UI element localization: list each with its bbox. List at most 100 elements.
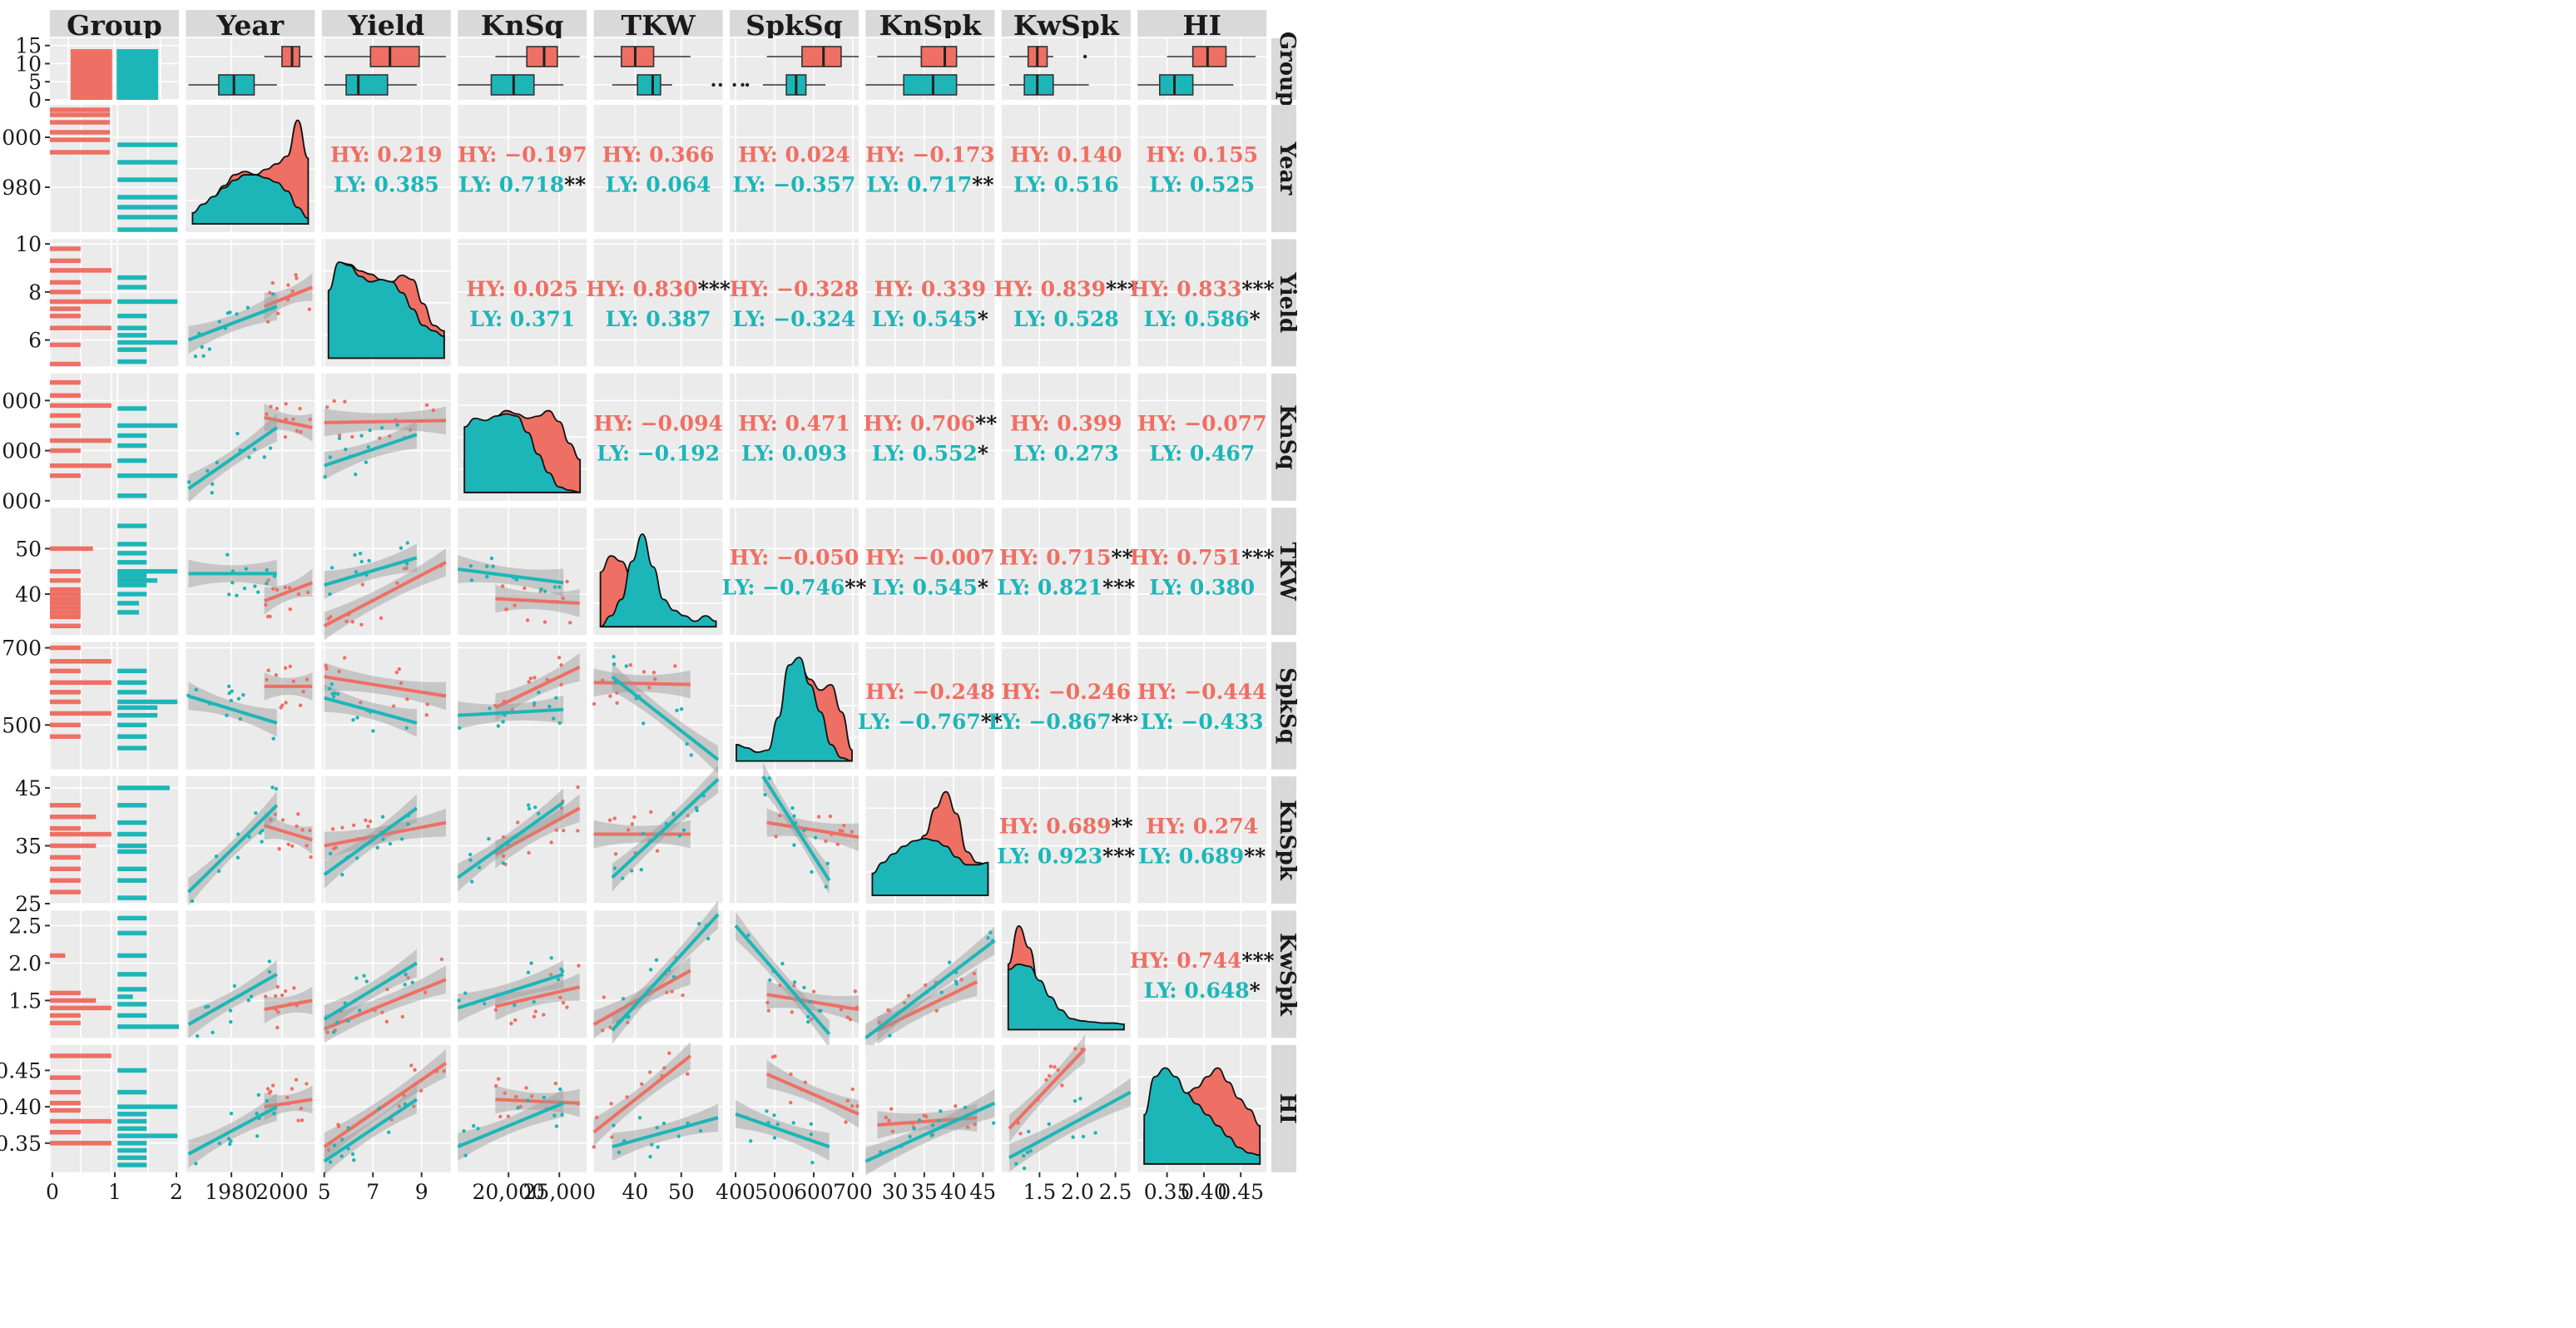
- x-tick-label: 35: [911, 1180, 938, 1204]
- panel-knsq-yield: [321, 373, 451, 502]
- data-point-hy: [295, 276, 299, 280]
- data-point-ly: [532, 999, 536, 1004]
- hist-bar-ly: [117, 551, 147, 556]
- hist-bar-hy: [50, 403, 111, 409]
- data-point-ly: [696, 922, 701, 926]
- data-point-ly: [689, 753, 693, 757]
- hist-bar-hy: [50, 803, 81, 808]
- data-point-hy: [504, 607, 509, 612]
- panel-tkw-group: [49, 508, 180, 636]
- data-point-ly: [792, 980, 797, 984]
- hist-bar-hy: [50, 855, 81, 860]
- data-point-hy: [642, 670, 646, 674]
- hist-bar-hy: [50, 112, 110, 117]
- regression-line-ly: [187, 694, 278, 725]
- data-point-hy: [360, 582, 364, 587]
- data-point-hy: [275, 1025, 280, 1030]
- hist-bar-ly: [117, 668, 147, 674]
- data-point-ly: [491, 564, 495, 568]
- corr-background: [730, 105, 859, 232]
- data-point-hy: [269, 404, 273, 409]
- data-point-hy: [848, 1017, 853, 1022]
- panel-kwspk-yield: [321, 910, 451, 1043]
- data-point-hy: [613, 852, 618, 856]
- scatter-background: [186, 1044, 315, 1172]
- data-point-ly: [260, 840, 264, 844]
- data-point-hy: [506, 1114, 511, 1118]
- top-strip-knspk: [865, 10, 995, 37]
- panel-group-tkw: [593, 38, 723, 100]
- panel-kwspk-hi: HY: 0.744*** LY: 0.648*: [1130, 910, 1275, 1038]
- hist-bar-hy: [50, 379, 81, 385]
- hist-background: [50, 776, 179, 904]
- data-point-hy: [493, 1008, 498, 1012]
- corr-value-ly: LY: 0.093: [741, 441, 847, 465]
- scatter-background: [321, 776, 451, 904]
- scatter-background: [186, 776, 315, 904]
- hist-bar-hy: [50, 1107, 81, 1113]
- data-point-hy: [610, 1135, 614, 1139]
- x-tick-label: 0: [46, 1180, 59, 1204]
- data-point-ly: [265, 1098, 270, 1103]
- corr-background: [1137, 910, 1267, 1038]
- data-point-hy: [1056, 1068, 1060, 1073]
- data-point-ly: [207, 347, 212, 351]
- data-point-ly: [358, 552, 363, 556]
- data-point-ly: [381, 837, 385, 841]
- data-point-hy: [268, 614, 272, 619]
- data-point-ly: [405, 541, 409, 545]
- panel-group-kwspk: [1001, 38, 1131, 100]
- data-point-hy: [789, 1100, 793, 1105]
- data-point-ly: [991, 1121, 996, 1125]
- corr-background: [865, 508, 995, 636]
- regression-line-ly: [734, 924, 831, 1036]
- corr-hy-tkw-hi: HY: 0.751***: [1130, 546, 1275, 570]
- regression-line-hy: [495, 1098, 580, 1105]
- data-point-hy: [395, 581, 399, 586]
- data-point-hy: [287, 586, 292, 590]
- data-point-ly: [554, 696, 558, 700]
- x-tick-label: 40: [622, 1180, 649, 1204]
- corr-significance: ***: [698, 277, 731, 301]
- density-ly-kwspk: [1007, 963, 1125, 1031]
- data-point-hy: [600, 1028, 605, 1033]
- corr-value-ly: LY: 0.821: [997, 576, 1102, 600]
- data-point-hy: [884, 1115, 888, 1120]
- data-point-ly: [235, 593, 239, 597]
- corr-significance: **: [564, 173, 586, 197]
- data-point-ly: [328, 851, 333, 856]
- panel-kwspk-knspk: [864, 910, 996, 1053]
- box-background: [1001, 38, 1131, 100]
- hist-bar-hy: [50, 722, 81, 728]
- data-point-hy: [269, 1089, 273, 1094]
- data-point-hy: [326, 617, 331, 621]
- data-point-hy: [561, 596, 565, 601]
- data-point-ly: [685, 741, 689, 746]
- top-strip-kwspk: [1001, 10, 1131, 37]
- corr-value-hy: HY: −0.173: [865, 143, 995, 167]
- panel-year-hi: HY: 0.155 LY: 0.525: [1137, 105, 1267, 232]
- data-point-ly: [350, 1152, 355, 1157]
- hist-bar-hy: [50, 889, 81, 894]
- data-point-hy: [439, 957, 444, 962]
- top-strip-year: [186, 10, 315, 37]
- corr-value-ly: LY: 0.528: [1013, 307, 1119, 331]
- hist-bar-hy: [50, 1118, 111, 1124]
- panel-year-kwspk: HY: 0.140 LY: 0.516: [1001, 105, 1131, 232]
- regression-line-hy: [264, 998, 313, 1012]
- corr-hy-yield-hi: HY: 0.833***: [1130, 277, 1275, 301]
- density-ly-tkw: [600, 533, 717, 628]
- data-point-ly: [254, 810, 258, 815]
- data-point-hy: [340, 825, 344, 830]
- data-point-hy: [290, 844, 295, 848]
- data-point-hy: [595, 1115, 599, 1120]
- data-point-ly: [912, 1127, 916, 1131]
- data-point-hy: [770, 1055, 775, 1059]
- x-tick-label: 9: [415, 1180, 429, 1204]
- data-point-ly: [331, 1030, 336, 1034]
- hist-bar-hy: [50, 1141, 111, 1146]
- corr-significance: ***: [1102, 576, 1135, 600]
- panel-knsq-knsq: [458, 373, 587, 501]
- regression-line-ly: [457, 800, 565, 880]
- data-point-ly: [217, 1142, 222, 1146]
